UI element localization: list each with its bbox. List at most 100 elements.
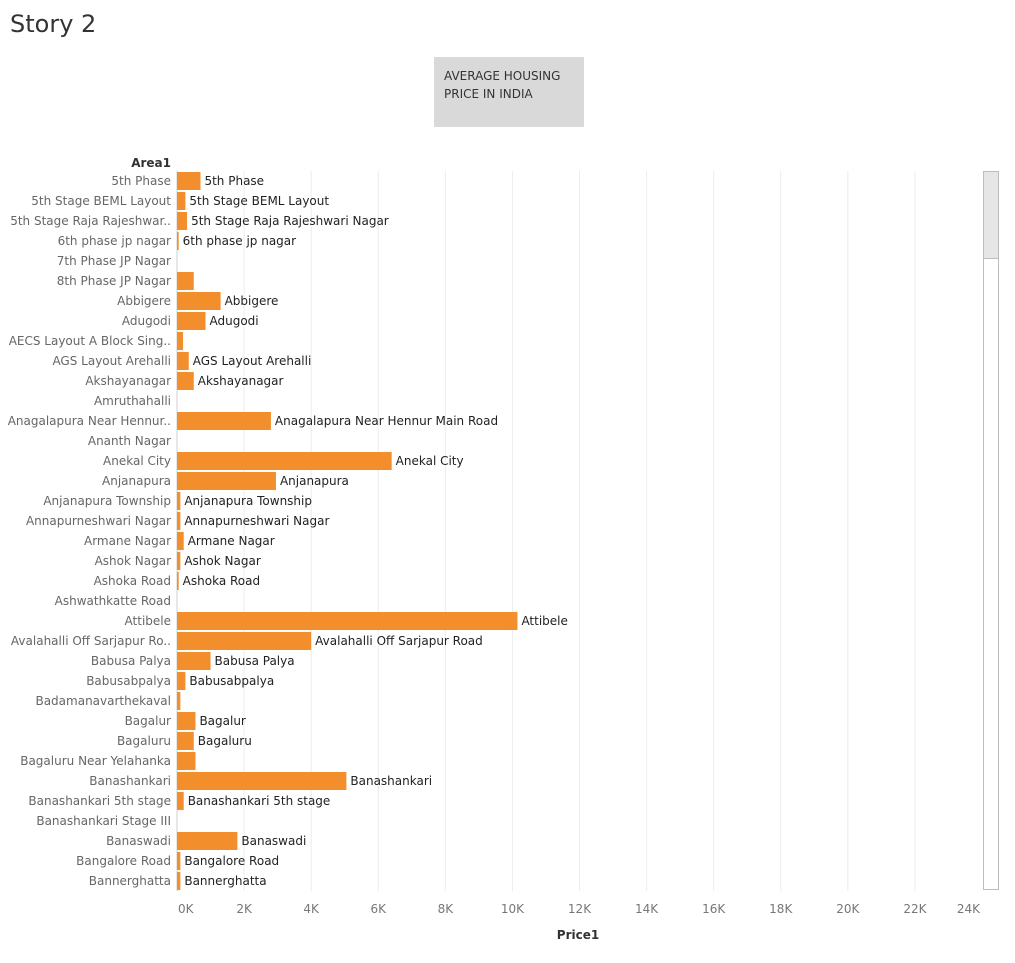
bar-data-label: Avalahalli Off Sarjapur Road	[315, 634, 483, 648]
category-label: 6th phase jp nagar	[58, 234, 171, 248]
bar[interactable]	[177, 352, 189, 370]
bar-data-label: AGS Layout Arehalli	[193, 354, 312, 368]
story-caption-box[interactable]: AVERAGE HOUSING PRICE IN INDIA	[434, 57, 584, 127]
row-header: Area1	[131, 156, 171, 170]
x-tick-label: 18K	[769, 902, 793, 916]
bar[interactable]	[177, 852, 181, 870]
category-label: Ashwathkatte Road	[55, 594, 171, 608]
bar[interactable]	[177, 472, 276, 490]
bar[interactable]	[177, 532, 184, 550]
bar[interactable]	[177, 832, 238, 850]
bar[interactable]	[177, 412, 271, 430]
bar[interactable]	[177, 792, 184, 810]
x-tick-label: 14K	[635, 902, 659, 916]
bar-data-label: 6th phase jp nagar	[183, 234, 296, 248]
caption-line-1: AVERAGE HOUSING	[444, 69, 561, 83]
category-label: Ananth Nagar	[88, 434, 171, 448]
category-label: 8th Phase JP Nagar	[57, 274, 171, 288]
category-label: Bagaluru Near Yelahanka	[20, 754, 171, 768]
bar-data-label: Anjanapura Township	[184, 494, 312, 508]
x-tick-label: 0K	[178, 902, 195, 916]
bar[interactable]	[177, 232, 179, 250]
bar-data-label: Anagalapura Near Hennur Main Road	[275, 414, 498, 428]
story-title: Story 2	[10, 10, 97, 38]
category-label: Ashoka Road	[94, 574, 171, 588]
vertical-scrollbar[interactable]	[983, 171, 999, 890]
category-label: AECS Layout A Block Sing..	[9, 334, 171, 348]
bar[interactable]	[177, 272, 194, 290]
bar[interactable]	[177, 752, 196, 770]
bar-data-label: Bagalur	[199, 714, 245, 728]
bar-data-label: Banashankari 5th stage	[188, 794, 331, 808]
category-label: Armane Nagar	[84, 534, 171, 548]
bar-data-label: Attibele	[521, 614, 567, 628]
category-label: Badamanavarthekaval	[35, 694, 171, 708]
x-tick-label: 22K	[903, 902, 927, 916]
x-tick-label: 24K	[957, 902, 980, 916]
x-tick-label: 16K	[702, 902, 726, 916]
category-label: AGS Layout Arehalli	[52, 354, 171, 368]
category-label: Bagaluru	[117, 734, 171, 748]
category-label: Anagalapura Near Hennur..	[8, 414, 171, 428]
category-label: Annapurneshwari Nagar	[26, 514, 171, 528]
bar[interactable]	[177, 452, 392, 470]
bar-data-label: Abbigere	[225, 294, 279, 308]
bar-data-label: Banaswadi	[241, 834, 306, 848]
bar-chart: Area1 5th Phase 5th Phase 5th Stage BEML La…	[8, 156, 980, 942]
x-tick-label: 2K	[236, 902, 253, 916]
bar-data-label: Annapurneshwari Nagar	[184, 514, 329, 528]
category-label: Akshayanagar	[85, 374, 171, 388]
bar[interactable]	[177, 172, 201, 190]
bar[interactable]	[177, 712, 196, 730]
category-label: Bagalur	[125, 714, 171, 728]
bar-data-label: Ashok Nagar	[184, 554, 260, 568]
bar-data-label: Bangalore Road	[184, 854, 279, 868]
bar-data-label: Adugodi	[210, 314, 259, 328]
bar[interactable]	[177, 332, 184, 350]
bar[interactable]	[177, 732, 194, 750]
category-label: Attibele	[125, 614, 171, 628]
bar[interactable]	[177, 772, 347, 790]
category-label: Abbigere	[117, 294, 171, 308]
category-label: Babusabpalya	[86, 674, 171, 688]
bar[interactable]	[177, 372, 194, 390]
caption-line-2: PRICE IN INDIA	[444, 87, 533, 101]
bar-data-label: Anekal City	[396, 454, 464, 468]
bar[interactable]	[177, 492, 181, 510]
category-label: Banashankari	[89, 774, 171, 788]
scrollbar-thumb[interactable]	[984, 172, 998, 259]
bar-data-label: 5th Phase	[204, 174, 264, 188]
x-tick-label: 4K	[303, 902, 320, 916]
bar[interactable]	[177, 632, 312, 650]
bar[interactable]	[177, 212, 188, 230]
bar-data-label: Ashoka Road	[183, 574, 260, 588]
bar-data-label: Anjanapura	[280, 474, 349, 488]
bar[interactable]	[177, 652, 211, 670]
category-label: Amruthahalli	[94, 394, 171, 408]
bar[interactable]	[177, 612, 518, 630]
bar[interactable]	[177, 672, 186, 690]
category-label: Banashankari Stage III	[36, 814, 171, 828]
bar-data-label: Bannerghatta	[184, 874, 266, 888]
bar-data-label: Babusabpalya	[189, 674, 274, 688]
bar-data-label: Armane Nagar	[188, 534, 275, 548]
bar[interactable]	[177, 292, 221, 310]
bar[interactable]	[177, 552, 181, 570]
x-tick-label: 6K	[370, 902, 387, 916]
category-label: 5th Phase	[111, 174, 171, 188]
bar[interactable]	[177, 692, 181, 710]
bar-data-label: 5th Stage Raja Rajeshwari Nagar	[191, 214, 389, 228]
bar-data-label: 5th Stage BEML Layout	[189, 194, 329, 208]
category-label: Ashok Nagar	[95, 554, 171, 568]
category-label: Babusa Palya	[91, 654, 171, 668]
x-tick-label: 8K	[438, 902, 455, 916]
category-label: Banaswadi	[106, 834, 171, 848]
category-label: Banashankari 5th stage	[28, 794, 171, 808]
bar[interactable]	[177, 872, 181, 890]
bar[interactable]	[177, 312, 206, 330]
bar[interactable]	[177, 512, 181, 530]
bar-data-label: Babusa Palya	[215, 654, 295, 668]
bar[interactable]	[177, 192, 186, 210]
category-label: Bangalore Road	[76, 854, 171, 868]
bar[interactable]	[177, 572, 179, 590]
